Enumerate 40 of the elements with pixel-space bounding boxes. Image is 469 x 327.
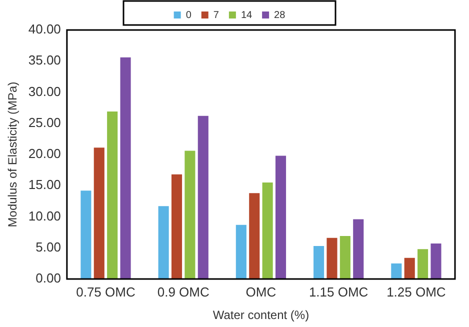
y-tick-label: 15.00 xyxy=(28,177,61,192)
x-tick-label: 0.9 OMC xyxy=(157,284,210,300)
bar xyxy=(120,57,131,279)
bar xyxy=(340,236,350,279)
y-tick-label: 35.00 xyxy=(28,52,61,68)
bar xyxy=(353,219,364,279)
y-tick-label: 20.00 xyxy=(28,146,61,162)
bar xyxy=(184,150,196,279)
x-tick-label: 1.15 OMC xyxy=(308,284,368,300)
bar xyxy=(430,244,442,279)
legend-label: 7 xyxy=(213,10,220,21)
y-tick-label: 10.00 xyxy=(28,208,61,224)
bar xyxy=(80,190,92,279)
y-axis-title: Modulus of Elasticity (MPa) xyxy=(6,82,20,228)
bar xyxy=(158,206,169,279)
bar xyxy=(198,116,208,279)
legend-label: 0 xyxy=(186,10,192,21)
y-tick-label: 25.00 xyxy=(28,114,61,130)
bar xyxy=(236,224,246,279)
legend-label: 28 xyxy=(274,10,286,21)
bar xyxy=(171,174,182,279)
bar xyxy=(418,249,428,279)
bar xyxy=(326,238,338,279)
y-tick-label: 0.00 xyxy=(36,270,61,286)
y-tick-label: 40.00 xyxy=(28,22,61,37)
y-tick-label: 5.00 xyxy=(36,239,61,254)
bar xyxy=(107,112,118,279)
bar xyxy=(391,263,402,279)
legend-label: 14 xyxy=(240,10,252,21)
bar xyxy=(404,258,415,279)
bar xyxy=(275,156,286,279)
y-tick-label: 30.00 xyxy=(28,84,61,99)
bar xyxy=(262,182,273,279)
bar xyxy=(314,246,324,279)
x-tick-label: 1.25 OMC xyxy=(386,284,446,300)
bar xyxy=(249,193,260,279)
bar xyxy=(94,148,104,279)
x-axis-title: Water content (%) xyxy=(212,308,310,322)
x-tick-label: 0.75 OMC xyxy=(76,284,136,300)
x-tick-label: OMC xyxy=(246,284,276,300)
